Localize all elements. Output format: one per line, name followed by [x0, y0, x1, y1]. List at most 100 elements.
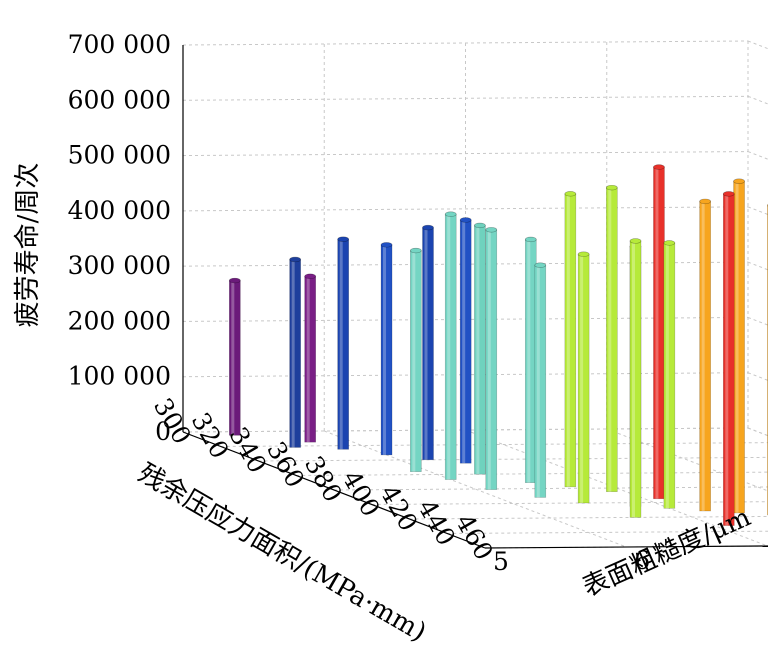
bar-highlight [536, 265, 540, 498]
bar [577, 251, 590, 504]
bar-body [699, 201, 711, 512]
bar-body [444, 213, 457, 480]
bar-cap [289, 256, 301, 263]
bar-body [606, 187, 618, 493]
bar-highlight [339, 239, 343, 450]
bar-highlight [580, 254, 584, 503]
grid-line [747, 261, 768, 271]
bar-body [422, 227, 434, 461]
bar-highlight [735, 181, 739, 513]
bar [663, 240, 676, 509]
bar-body [380, 244, 393, 456]
bar [606, 184, 618, 493]
grid-line [747, 372, 768, 381]
bar-highlight [412, 250, 416, 472]
bar-cap [337, 236, 349, 242]
z-tick-label: 300 000 [68, 251, 171, 280]
bar-cap [304, 273, 316, 280]
bar [289, 256, 301, 448]
z-tick-label: 100 000 [68, 362, 171, 391]
bar [534, 262, 547, 498]
bar-cap [699, 198, 711, 205]
bar-cap [422, 224, 434, 231]
y-tick-label: 6 [634, 546, 650, 575]
bar-highlight [306, 276, 310, 443]
bar-highlight [291, 259, 295, 448]
bar-highlight [476, 225, 480, 475]
y-axis-label: 表面粗糙度/μm [578, 502, 755, 603]
bar [459, 217, 472, 464]
bar [474, 222, 486, 475]
bar [653, 164, 665, 500]
bar-body [534, 264, 547, 498]
bar-cap [410, 247, 422, 254]
bar-cap [577, 251, 590, 257]
bar-highlight [231, 280, 235, 436]
bar-body [289, 259, 301, 448]
bar-cap [380, 242, 393, 248]
bar-cap [564, 191, 577, 197]
bar-highlight [701, 201, 705, 511]
grid-line [371, 501, 768, 505]
y-axis-line [484, 545, 768, 549]
bar [380, 242, 393, 456]
bar-cap [722, 191, 735, 197]
bar-cap [524, 236, 537, 243]
bar-body [304, 276, 316, 443]
bar [444, 211, 457, 480]
bar [722, 191, 735, 526]
bar-highlight [608, 187, 612, 492]
bar-highlight [665, 242, 669, 509]
bar-body [629, 240, 642, 518]
bar [410, 247, 422, 472]
bar-cap [474, 222, 486, 229]
bar-cap [444, 211, 457, 217]
bar-body [474, 225, 486, 475]
z-tick-label: 700 000 [68, 30, 171, 59]
z-tick-label: 500 000 [68, 141, 171, 170]
bar-body [663, 242, 676, 509]
bar-body [577, 253, 590, 504]
bar [699, 198, 711, 512]
bar-body [733, 180, 745, 514]
bar [564, 191, 577, 488]
bar-body [337, 238, 349, 450]
grid-line [747, 206, 768, 216]
bar-highlight [566, 193, 570, 487]
bar-highlight [725, 193, 729, 526]
x-axis-line [182, 431, 486, 549]
bar-cap [534, 262, 547, 268]
z-tick-label: 600 000 [68, 85, 171, 114]
bar-highlight [487, 229, 491, 490]
bar [733, 178, 745, 514]
bar-cap [485, 227, 498, 233]
bar-body [410, 250, 422, 472]
bar-body [229, 280, 241, 436]
bar-body [564, 193, 577, 488]
bar-cap [229, 277, 241, 284]
grid-line [747, 316, 768, 326]
bar-highlight [447, 214, 451, 480]
bar-highlight [462, 219, 466, 464]
bar-cap [663, 240, 676, 246]
grid-line [747, 40, 768, 50]
z-axis-label: 疲劳寿命/周次 [13, 163, 43, 328]
bar-highlight [424, 227, 428, 460]
bar [304, 273, 316, 443]
bar-body [485, 229, 498, 490]
z-tick-label: 400 000 [68, 196, 171, 225]
bar-cap [653, 164, 665, 170]
bar-body [653, 166, 665, 500]
grid-line [747, 95, 768, 105]
z-tick-label: 0 [155, 417, 171, 446]
bar-highlight [527, 239, 531, 483]
z-tick-label: 200 000 [68, 306, 171, 335]
bar-body [722, 193, 735, 526]
bar-highlight [383, 244, 387, 455]
bar-cap [606, 184, 618, 191]
bar [422, 224, 434, 461]
bar-highlight [632, 240, 635, 518]
bar [485, 227, 498, 490]
grid-line [220, 442, 768, 447]
